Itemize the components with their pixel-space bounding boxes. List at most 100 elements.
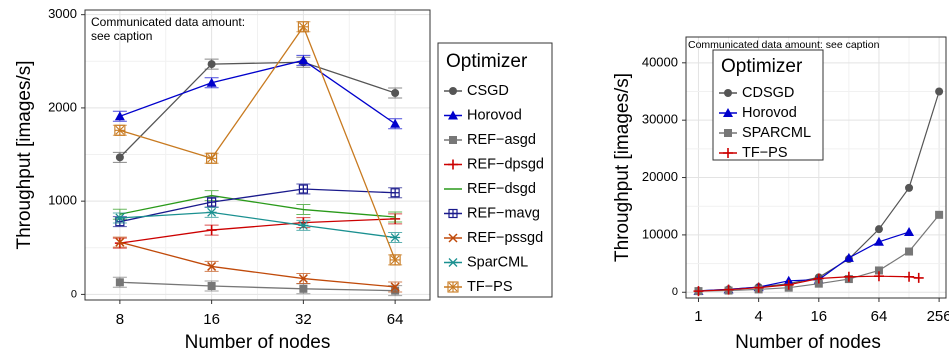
y-tick-label: 20000 bbox=[642, 169, 678, 184]
series-tf-ps-point bbox=[206, 152, 218, 164]
series-ref-pssgd-point-shape bbox=[390, 282, 400, 292]
legend-entry-horovod-marker-shape bbox=[448, 110, 458, 120]
legend-entry-tf-ps-label: TF−PS bbox=[467, 279, 513, 295]
legend-entry-sparcml-marker-shape bbox=[448, 258, 458, 267]
legend-frame bbox=[437, 42, 553, 298]
series-tf-ps-point bbox=[297, 21, 309, 33]
y-tick-label: 30000 bbox=[642, 112, 678, 127]
legend-entry-tf-ps: TF−PS bbox=[719, 145, 788, 161]
x-tick-label: 16 bbox=[810, 308, 827, 325]
series-ref-mavg-point bbox=[298, 184, 308, 194]
series-csgd-point-shape bbox=[391, 88, 400, 97]
series-csgd-point bbox=[115, 153, 124, 162]
series-horovod-point-shape bbox=[843, 252, 854, 262]
series-tf-ps-point bbox=[693, 286, 704, 297]
legend-entry-horovod-marker bbox=[448, 110, 458, 120]
series-ref-mavg-point bbox=[207, 197, 217, 207]
legend-entry-sparcml-label: SparCML bbox=[467, 254, 528, 270]
series-ref-asgd-line bbox=[119, 281, 396, 292]
series-sparcml-point-shape bbox=[905, 247, 914, 256]
series-ref-pssgd-point-shape bbox=[298, 274, 308, 284]
legend-entry-ref-dpsgd: REF−dpsgd bbox=[444, 156, 544, 172]
series-tf-ps-point bbox=[904, 271, 915, 282]
legend-entry-ref-asgd: REF−asgd bbox=[444, 132, 536, 148]
series-horovod-point bbox=[873, 236, 884, 246]
series-sparcml-point-shape bbox=[390, 233, 401, 242]
legend-entry-ref-asgd-marker bbox=[449, 136, 457, 144]
series-tf-ps-point bbox=[913, 272, 924, 283]
series-ref-asgd-point-shape bbox=[207, 282, 216, 291]
series-tf-ps-point-shape bbox=[913, 272, 924, 283]
legend-title: Optimizer bbox=[446, 51, 528, 72]
y-tick-label: 0 bbox=[672, 286, 678, 298]
x-tick-label: 16 bbox=[203, 311, 220, 328]
series-cdsgd-point-shape bbox=[935, 87, 944, 96]
plot-frame bbox=[84, 9, 431, 301]
series-sparcml-line bbox=[119, 211, 396, 239]
series-sparcml-point bbox=[114, 213, 125, 223]
series-tf-ps-point-star bbox=[298, 21, 309, 32]
y-tick-label: 2000 bbox=[48, 99, 77, 114]
series-horovod-point-shape bbox=[904, 227, 915, 237]
legend-entry-ref-asgd-label: REF−asgd bbox=[467, 132, 536, 148]
legend-entry-tf-ps-marker-shape bbox=[723, 148, 733, 158]
x-tick-label: 8 bbox=[116, 311, 124, 328]
series-cdsgd-point bbox=[905, 183, 914, 192]
legend-entry-csgd-marker-shape bbox=[449, 87, 457, 95]
legend-entry-ref-pssgd: REF−pssgd bbox=[444, 230, 543, 246]
series-sparcml-point bbox=[814, 279, 823, 288]
series-horovod-point bbox=[904, 227, 915, 237]
x-axis-label: Number of nodes bbox=[735, 332, 881, 353]
legend-entry-csgd-marker bbox=[449, 87, 457, 95]
legend-entry-ref-dpsgd-marker bbox=[448, 159, 458, 170]
legend-entry-sparcml-marker bbox=[448, 258, 458, 267]
legend-title: Optimizer bbox=[721, 56, 803, 77]
legend: Optimizer CSGD Horovod REF−asgd REF−dpsgd REF… bbox=[437, 42, 553, 298]
series-sparcml-point-shape bbox=[874, 266, 883, 275]
annotation-text: see caption bbox=[91, 29, 152, 43]
legend-entry-ref-mavg: REF−mavg bbox=[444, 205, 540, 221]
series-tf-ps-point bbox=[389, 254, 401, 266]
series-cdsgd-point-shape bbox=[874, 225, 883, 234]
x-tick-label: 256 bbox=[927, 308, 949, 325]
series-tf-ps-point bbox=[783, 279, 794, 290]
legend-entry-cdsgd: CDSGD bbox=[719, 85, 794, 101]
legend-entry-ref-mavg-marker-cross bbox=[449, 209, 457, 218]
y-tick-label: 1000 bbox=[48, 193, 77, 208]
legend: Optimizer CDSGD Horovod SPARCML TF−PS bbox=[712, 49, 824, 161]
legend-entry-sparcml-label: SPARCML bbox=[742, 125, 811, 141]
series-tf-ps-line bbox=[119, 25, 396, 261]
series-sparcml-point-shape bbox=[114, 213, 125, 223]
y-tick-label: 40000 bbox=[642, 54, 678, 69]
series-tf-ps-point-shape bbox=[783, 279, 794, 290]
series-sparcml-point bbox=[298, 220, 309, 230]
series-tf-ps-point-star bbox=[114, 125, 125, 136]
series-tf-ps-point-shape bbox=[693, 286, 704, 297]
legend-entry-sparcml: SPARCML bbox=[719, 125, 811, 141]
legend-entry-ref-pssgd-label: REF−pssgd bbox=[467, 230, 543, 246]
series-ref-pssgd-point bbox=[298, 274, 308, 284]
x-tick-label: 32 bbox=[295, 311, 312, 328]
right-throughput-chart: 1 4 16 64 256 0 10000 20000 30000 40000 Number of … bbox=[612, 36, 949, 353]
series-sparcml-point-shape bbox=[935, 210, 944, 219]
legend-entry-horovod-label: Horovod bbox=[742, 105, 797, 121]
series-tf-ps-point-shape bbox=[723, 284, 734, 295]
series-sparcml-point bbox=[874, 266, 883, 275]
series-csgd-point-shape bbox=[115, 153, 124, 162]
series-horovod-point-shape bbox=[206, 77, 217, 87]
series-horovod-line bbox=[119, 59, 396, 125]
legend-entry-csgd: CSGD bbox=[444, 83, 509, 99]
series-ref-mavg-point-cross bbox=[391, 188, 400, 197]
series-sparcml bbox=[112, 206, 403, 244]
series-ref-mavg-point-cross bbox=[299, 185, 308, 194]
series-tf-ps bbox=[112, 21, 403, 266]
series-sparcml-point-shape bbox=[814, 279, 823, 288]
series-ref-pssgd-point-shape bbox=[115, 237, 125, 247]
legend-entry-ref-asgd-marker-shape bbox=[449, 136, 457, 144]
legend-entry-horovod: Horovod bbox=[444, 107, 522, 123]
series-tf-ps-point-star bbox=[390, 254, 401, 265]
series-cdsgd-point bbox=[874, 225, 883, 234]
series-sparcml-point bbox=[390, 233, 401, 242]
series-ref-dsgd-line bbox=[119, 194, 396, 218]
series-horovod-point-shape bbox=[114, 111, 125, 121]
